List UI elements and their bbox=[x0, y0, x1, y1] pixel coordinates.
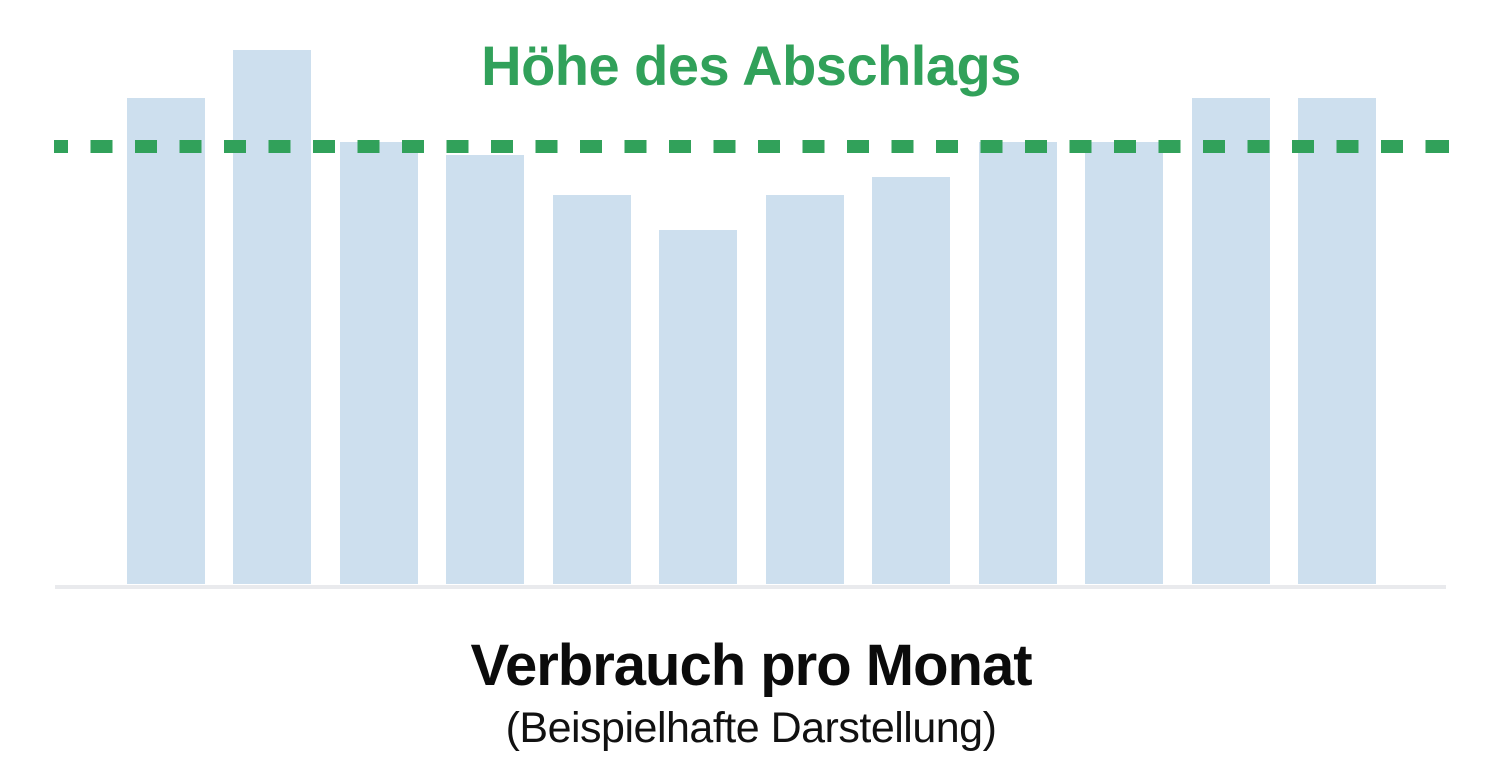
bar bbox=[978, 142, 1057, 584]
bar bbox=[1191, 98, 1270, 584]
bar bbox=[339, 142, 418, 584]
bar bbox=[552, 194, 631, 584]
x-axis-title: Verbrauch pro Monat bbox=[470, 633, 1032, 698]
bar bbox=[872, 177, 951, 584]
bar bbox=[127, 98, 205, 584]
bar bbox=[765, 194, 844, 584]
x-axis-baseline bbox=[55, 585, 1446, 589]
bar bbox=[659, 229, 738, 584]
bar bbox=[1297, 98, 1376, 584]
abschlag-reference-line bbox=[54, 140, 1449, 153]
x-axis-subtitle: (Beispielhafte Darstellung) bbox=[505, 704, 997, 752]
bar bbox=[1085, 142, 1164, 584]
bar bbox=[446, 155, 525, 584]
bar bbox=[233, 50, 312, 584]
chart-title: Höhe des Abschlags bbox=[481, 34, 1021, 97]
